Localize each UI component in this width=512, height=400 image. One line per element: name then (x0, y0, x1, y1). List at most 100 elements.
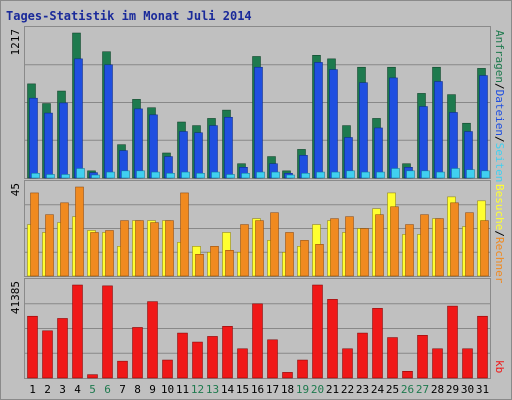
bar-seiten (331, 171, 340, 179)
bar-rechner (480, 220, 489, 277)
bar-dateien (44, 112, 53, 179)
x-tick-label: 10 (161, 383, 174, 396)
bar-dateien (104, 64, 113, 179)
bar-rechner (180, 192, 189, 277)
bar-rechner (405, 224, 414, 277)
bar-seiten (421, 170, 430, 179)
bar-kb (477, 315, 488, 379)
bar-rechner (420, 214, 429, 277)
bar-kb (102, 285, 113, 379)
bar-kb (87, 374, 98, 379)
bar-dateien (254, 66, 263, 179)
bar-seiten (481, 170, 490, 179)
bar-kb (372, 308, 383, 379)
bar-kb (222, 326, 233, 379)
x-tick-label: 26 (401, 383, 414, 396)
legend-besuche: Besuche (493, 184, 506, 230)
legend-seiten: Seiten (493, 143, 506, 183)
x-tick-label: 30 (461, 383, 474, 396)
bar-rechner (195, 253, 204, 277)
bar-kb (447, 305, 458, 379)
bar-dateien (314, 62, 323, 179)
bar-rechner (435, 218, 444, 277)
bar-rechner (375, 214, 384, 277)
legend-label-group: kb (493, 360, 506, 373)
x-tick-label: 16 (251, 383, 264, 396)
bar-dateien (59, 102, 68, 179)
bar-dateien (134, 108, 143, 179)
bar-seiten (226, 174, 235, 179)
bar-rechner (360, 228, 369, 277)
x-tick-label: 4 (74, 383, 81, 396)
x-tick-label: 9 (149, 383, 156, 396)
bar-rechner (390, 206, 399, 277)
bar-seiten (46, 174, 55, 179)
x-tick-label: 14 (221, 383, 235, 396)
bar-rechner (240, 224, 249, 277)
bar-seiten (361, 171, 370, 179)
bar-seiten (121, 170, 130, 179)
bar-kb (27, 315, 38, 379)
bar-seiten (256, 171, 265, 179)
bar-seiten (196, 172, 205, 179)
x-tick-label: 17 (266, 383, 279, 396)
legend-rechner: Rechner (493, 237, 506, 284)
x-tick-label: 8 (134, 383, 141, 396)
x-tick-label: 15 (236, 383, 249, 396)
bar-seiten (391, 168, 400, 179)
bar-dateien (149, 114, 158, 179)
bar-seiten (61, 174, 70, 179)
bar-dateien (194, 132, 203, 179)
x-tick-label: 18 (281, 383, 294, 396)
bar-dateien (449, 112, 458, 179)
legend-separator: / (493, 83, 506, 90)
bar-rechner (270, 212, 279, 277)
bar-rechner (60, 202, 69, 277)
x-tick-label: 20 (311, 383, 324, 396)
bar-rechner (90, 232, 99, 277)
x-tick-label: 29 (446, 383, 459, 396)
bar-rechner (300, 240, 309, 277)
bar-rechner (150, 222, 159, 277)
bar-kb (417, 335, 428, 379)
x-tick-label: 7 (119, 383, 126, 396)
x-tick-label: 21 (326, 383, 339, 396)
bar-dateien (479, 75, 488, 179)
x-tick-label: 31 (476, 383, 489, 396)
bar-kb (72, 284, 83, 379)
x-tick-label: 27 (416, 383, 429, 396)
bar-seiten (76, 168, 85, 179)
y-axis-max-label: 1217 (9, 29, 22, 56)
bar-kb (462, 348, 473, 379)
bar-rechner (225, 250, 234, 277)
bar-rechner (450, 202, 459, 277)
bar-kb (237, 348, 248, 379)
bar-seiten (301, 172, 310, 179)
bar-dateien (74, 58, 83, 179)
bar-seiten (181, 171, 190, 179)
bar-kb (267, 339, 278, 379)
bar-seiten (211, 171, 220, 179)
bar-seiten (316, 171, 325, 179)
legend-dateien: Dateien (493, 90, 506, 136)
legend-label-group: Anfragen/Dateien/Seiten (493, 30, 506, 182)
bar-kb (312, 284, 323, 379)
bar-seiten (166, 172, 175, 179)
y-axis-max-label: 45 (9, 183, 22, 196)
bar-seiten (376, 171, 385, 179)
bar-rechner (45, 214, 54, 277)
bar-rechner (255, 220, 264, 277)
bar-rechner (285, 232, 294, 277)
bar-seiten (136, 170, 145, 179)
panel-1: 1217 (9, 26, 491, 179)
bar-kb (132, 327, 143, 379)
bar-dateien (209, 125, 218, 179)
bar-kb (297, 359, 308, 379)
bar-rechner (105, 230, 114, 277)
bar-dateien (224, 116, 233, 179)
x-tick-label: 13 (206, 383, 219, 396)
bar-seiten (346, 170, 355, 179)
legend-kb: kb (493, 360, 506, 373)
legend-anfragen: Anfragen (493, 30, 506, 83)
